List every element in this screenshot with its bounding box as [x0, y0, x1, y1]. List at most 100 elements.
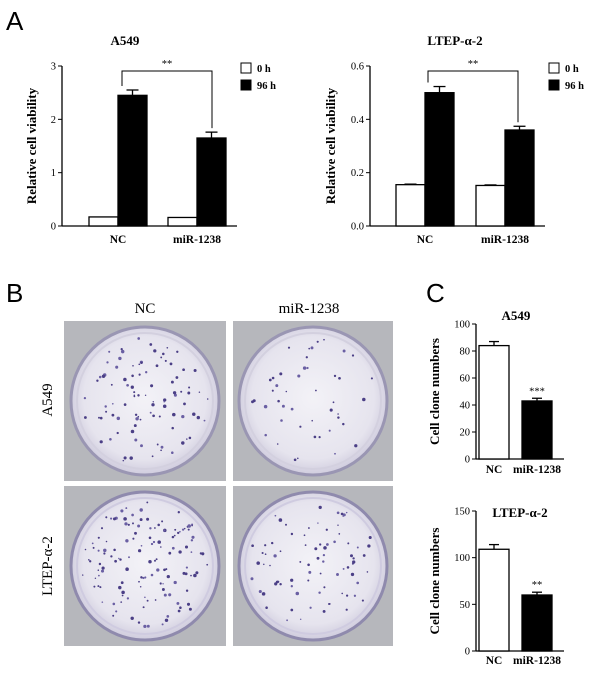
y-tick-label: 150	[454, 507, 470, 518]
colony-dot	[325, 528, 328, 531]
plate-row-label-a549: A549	[40, 383, 56, 416]
panel-letter-a: A	[6, 6, 24, 36]
chart-title: LTEP-α-2	[427, 33, 482, 48]
colony-dot	[181, 528, 185, 531]
chart-title: A549	[111, 33, 140, 48]
colony-dot	[97, 585, 100, 588]
colony-dot	[161, 623, 164, 626]
colony-dot	[280, 419, 283, 422]
colony-dot	[273, 554, 277, 558]
colony-dot	[149, 343, 153, 346]
colony-dot	[290, 608, 294, 612]
colony-dot	[125, 567, 129, 571]
colony-dot	[314, 547, 318, 551]
colony-dot	[170, 380, 174, 384]
colony-dot	[104, 405, 107, 408]
colony-dot	[322, 553, 326, 557]
colony-dot	[350, 554, 353, 558]
colony-dot	[120, 601, 123, 603]
category-label: NC	[486, 655, 503, 667]
colony-dot	[191, 535, 195, 539]
colony-dot	[110, 555, 113, 558]
colony-dot	[160, 356, 163, 359]
colony-dot	[105, 516, 108, 519]
colony-dot	[159, 546, 162, 548]
colony-dot	[152, 401, 155, 403]
colony-dot	[152, 540, 156, 544]
colony-dot	[120, 347, 123, 351]
category-label: miR-1238	[513, 655, 561, 667]
colony-dot	[290, 407, 294, 411]
colony-dot	[338, 533, 341, 535]
colony-dot	[110, 517, 113, 520]
colony-dot	[281, 404, 285, 408]
colony-dot	[268, 378, 272, 382]
y-axis-label: Relative cell viability	[24, 87, 39, 204]
colony-dot	[310, 346, 314, 350]
colony-dot	[82, 574, 84, 576]
colony-dot	[313, 435, 317, 439]
colony-dot	[171, 535, 175, 539]
bar-0h-1	[167, 216, 198, 227]
colony-dot	[100, 527, 104, 530]
colony-dot	[342, 567, 345, 570]
category-label: NC	[110, 234, 127, 246]
colony-dot	[276, 443, 279, 445]
category-label: NC	[486, 464, 503, 476]
colony-dot	[171, 451, 174, 454]
colony-dot	[133, 391, 136, 394]
panel-letter-c: C	[426, 278, 445, 308]
colony-dot	[299, 560, 302, 563]
colony-dot	[264, 544, 267, 547]
colony-dot	[108, 350, 111, 353]
y-tick-label: 40	[460, 401, 471, 412]
y-tick-label: 50	[460, 600, 471, 611]
colony-dot	[297, 374, 301, 378]
colony-dot	[84, 548, 87, 551]
colony-dot	[337, 413, 339, 415]
colony-dot	[323, 586, 326, 589]
colony-dot	[98, 574, 100, 577]
colony-dot	[198, 391, 201, 393]
plate-image-ltep-nc	[64, 486, 226, 646]
colony-dot	[188, 386, 191, 389]
colony-dot	[329, 408, 333, 412]
colony-dot	[151, 403, 155, 407]
colony-dot	[163, 529, 166, 532]
colony-dot	[137, 337, 141, 340]
colony-dot	[163, 398, 167, 402]
colony-dot	[97, 549, 100, 552]
colony-dot	[128, 556, 130, 559]
legend-label-0: 0 h	[565, 64, 579, 75]
colony-dot	[177, 531, 180, 535]
colony-dot	[132, 365, 134, 367]
category-label: miR-1238	[481, 234, 529, 246]
colony-dot	[116, 431, 119, 435]
y-tick-label: 80	[460, 347, 471, 358]
colony-dot	[271, 376, 275, 380]
colony-dot	[153, 559, 157, 562]
colony-dot	[154, 527, 156, 529]
y-tick-label: 2	[51, 115, 56, 126]
colony-dot	[160, 445, 164, 449]
plate-column-header-mir1238: miR-1238	[279, 301, 340, 317]
colony-dot	[171, 426, 174, 430]
colony-dot	[137, 394, 140, 397]
colony-dot	[126, 383, 129, 387]
colony-dot	[351, 354, 355, 357]
colony-dot	[277, 399, 280, 403]
colony-dot	[326, 543, 329, 546]
colony-dot	[334, 452, 336, 455]
colony-dot	[346, 594, 349, 597]
colony-dot	[168, 593, 172, 597]
colony-dot	[114, 559, 117, 563]
colony-dot	[187, 528, 190, 531]
colony-dot	[118, 585, 122, 590]
colony-dot	[345, 511, 348, 514]
colony-dot	[316, 556, 320, 560]
colony-dot	[166, 615, 170, 618]
colony-dot	[316, 340, 319, 343]
colony-dot	[201, 552, 205, 556]
colony-dot	[356, 581, 360, 585]
colony-dot	[297, 457, 299, 460]
